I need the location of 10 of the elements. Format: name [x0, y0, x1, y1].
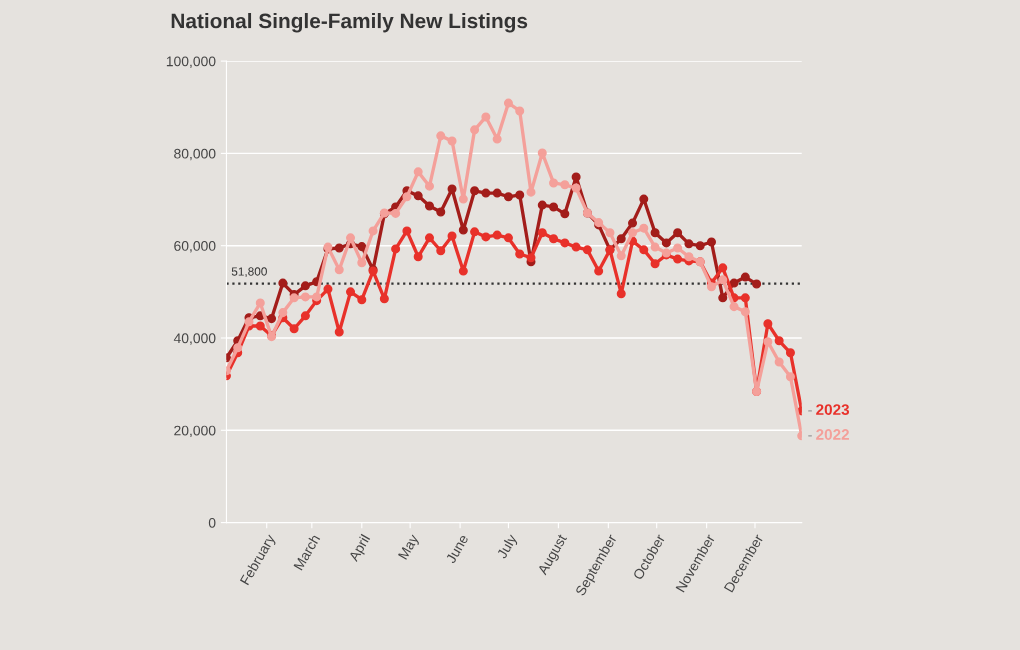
y-tick-label: 20,000: [174, 425, 216, 438]
y-tick-label: 0: [208, 517, 216, 528]
y-tick-label: 60,000: [174, 241, 216, 253]
y-tick-label: 80,000: [174, 148, 216, 161]
ref-line-label: 51,800: [231, 267, 267, 278]
y-tick-label: 100,000: [166, 56, 216, 68]
chart-title: National Single-Family New Listings: [171, 12, 528, 33]
series-label: 2023: [816, 404, 850, 416]
series-label: 2022: [816, 429, 849, 440]
y-tick-label: 40,000: [173, 333, 216, 345]
